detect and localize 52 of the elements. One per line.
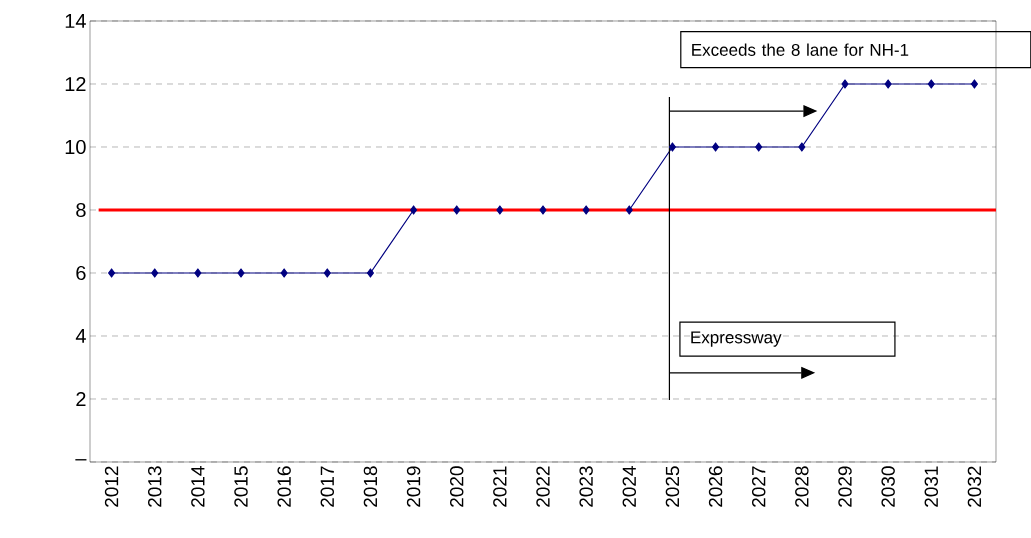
- x-tick-label: 2024: [622, 466, 637, 507]
- x-tick-label: 2028: [795, 466, 809, 507]
- point: [453, 205, 461, 215]
- x-tick-label: 2014: [191, 466, 205, 507]
- point: [409, 205, 418, 215]
- point: [711, 142, 720, 152]
- y-tick-label: 12: [65, 77, 86, 91]
- point: [151, 268, 159, 278]
- point: [366, 268, 375, 278]
- point: [927, 79, 935, 89]
- x-tick-label: 2020: [449, 466, 464, 507]
- x-tick-label: 2013: [148, 466, 162, 507]
- x-tick-label: 2032: [967, 466, 982, 507]
- y-tick-label: 10: [65, 139, 86, 155]
- point: [755, 142, 763, 152]
- x-tick-label: 2030: [881, 466, 895, 507]
- point: [884, 79, 892, 89]
- point: [668, 142, 677, 152]
- x-tick-label: 2027: [751, 466, 766, 507]
- x-tick-label: 2017: [320, 466, 335, 507]
- point: [539, 205, 547, 215]
- x-tick-label: 2022: [536, 466, 550, 507]
- point: [970, 79, 979, 89]
- x-tick-label: 2026: [708, 466, 723, 507]
- point: [496, 205, 504, 215]
- x-tick-label: 2021: [493, 466, 507, 507]
- x-tick-label: 2029: [838, 466, 852, 507]
- x-tick-label: 2031: [924, 466, 939, 507]
- point: [582, 205, 590, 215]
- y-tick-label: 8: [76, 202, 86, 218]
- point: [194, 268, 202, 278]
- point: [280, 268, 288, 278]
- x-tick-label: 2018: [363, 466, 378, 507]
- x-tick-label: 2023: [579, 466, 593, 507]
- point: [323, 268, 331, 278]
- x-tick-label: 2025: [665, 466, 680, 507]
- point: [107, 268, 116, 278]
- y-tick-label: 6: [76, 265, 86, 281]
- x-tick-label: 2016: [277, 466, 291, 507]
- x-tick-label: 2019: [406, 466, 421, 507]
- point: [841, 79, 849, 89]
- point: [237, 268, 245, 278]
- y-tick-label: 4: [75, 329, 86, 343]
- y-tick-label: –: [75, 459, 87, 461]
- x-tick-label: 2015: [234, 466, 248, 507]
- y-tick-label: 2: [76, 392, 86, 406]
- point: [798, 142, 806, 152]
- annotation: Expressway: [691, 331, 782, 347]
- x-tick-label: 2012: [104, 466, 119, 507]
- y-tick-label: 14: [65, 14, 86, 28]
- point: [625, 205, 633, 215]
- annotation: Exceeds the 8 lane for NH-1: [692, 43, 909, 56]
